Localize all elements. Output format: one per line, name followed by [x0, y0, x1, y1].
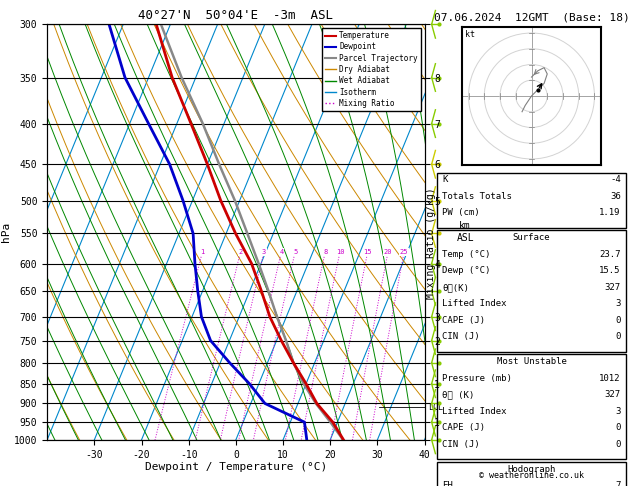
- Text: Lifted Index: Lifted Index: [442, 299, 507, 309]
- Y-axis label: km
ASL: km ASL: [457, 221, 474, 243]
- Legend: Temperature, Dewpoint, Parcel Trajectory, Dry Adiabat, Wet Adiabat, Isotherm, Mi: Temperature, Dewpoint, Parcel Trajectory…: [321, 28, 421, 111]
- Text: Most Unstable: Most Unstable: [496, 357, 567, 366]
- Text: 0: 0: [615, 332, 621, 342]
- Text: Mixing Ratio (g/kg): Mixing Ratio (g/kg): [426, 187, 436, 299]
- Text: 0: 0: [615, 440, 621, 449]
- Text: θᴇ(K): θᴇ(K): [442, 283, 469, 292]
- Text: CAPE (J): CAPE (J): [442, 316, 485, 325]
- Text: Dewp (°C): Dewp (°C): [442, 266, 491, 276]
- Text: 8: 8: [323, 249, 327, 255]
- Text: EH: EH: [442, 481, 453, 486]
- Text: 25: 25: [400, 249, 408, 255]
- Text: Totals Totals: Totals Totals: [442, 192, 512, 201]
- Text: 15: 15: [364, 249, 372, 255]
- Text: Surface: Surface: [513, 233, 550, 243]
- Text: 2: 2: [238, 249, 243, 255]
- Text: 07.06.2024  12GMT  (Base: 18): 07.06.2024 12GMT (Base: 18): [433, 12, 629, 22]
- Text: 1012: 1012: [599, 374, 621, 383]
- Text: PW (cm): PW (cm): [442, 208, 480, 218]
- Text: 3: 3: [615, 407, 621, 416]
- Text: 5: 5: [293, 249, 298, 255]
- Text: Pressure (mb): Pressure (mb): [442, 374, 512, 383]
- Text: Temp (°C): Temp (°C): [442, 250, 491, 259]
- Title: 40°27'N  50°04'E  -3m  ASL: 40°27'N 50°04'E -3m ASL: [138, 9, 333, 22]
- Text: LCL: LCL: [428, 403, 443, 412]
- Text: 0: 0: [615, 316, 621, 325]
- Text: CIN (J): CIN (J): [442, 332, 480, 342]
- Text: 3: 3: [262, 249, 266, 255]
- Text: K: K: [442, 175, 448, 185]
- X-axis label: Dewpoint / Temperature (°C): Dewpoint / Temperature (°C): [145, 462, 327, 472]
- Text: 36: 36: [610, 192, 621, 201]
- Text: -4: -4: [610, 175, 621, 185]
- Text: CIN (J): CIN (J): [442, 440, 480, 449]
- Text: 3: 3: [615, 299, 621, 309]
- Text: kt: kt: [465, 30, 476, 39]
- Text: © weatheronline.co.uk: © weatheronline.co.uk: [479, 471, 584, 480]
- Text: Lifted Index: Lifted Index: [442, 407, 507, 416]
- Text: 1.19: 1.19: [599, 208, 621, 218]
- Text: 23.7: 23.7: [599, 250, 621, 259]
- Text: 1: 1: [200, 249, 204, 255]
- Text: 4: 4: [279, 249, 284, 255]
- Text: 15.5: 15.5: [599, 266, 621, 276]
- Text: 327: 327: [604, 390, 621, 399]
- Text: CAPE (J): CAPE (J): [442, 423, 485, 433]
- Text: Hodograph: Hodograph: [508, 465, 555, 474]
- Y-axis label: hPa: hPa: [1, 222, 11, 242]
- Text: 7: 7: [615, 481, 621, 486]
- Text: 0: 0: [615, 423, 621, 433]
- Text: 10: 10: [336, 249, 344, 255]
- Text: 327: 327: [604, 283, 621, 292]
- Text: 20: 20: [384, 249, 392, 255]
- Text: θᴇ (K): θᴇ (K): [442, 390, 474, 399]
